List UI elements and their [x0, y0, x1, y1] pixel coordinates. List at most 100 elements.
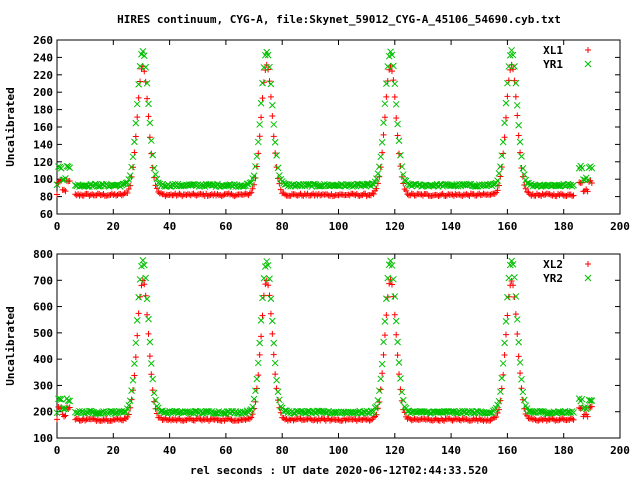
lower-data-point-XL2	[54, 416, 60, 423]
upper-data-point-YR1	[260, 64, 268, 71]
upper-x-tick-label: 180	[554, 220, 574, 233]
lower-data-point-XL2	[145, 330, 152, 337]
upper-data-point-YR1	[274, 164, 282, 172]
upper-data-point-YR1	[373, 175, 380, 183]
lower-data-point-YR2	[273, 376, 280, 384]
lower-data-point-XL2	[135, 310, 142, 317]
lower-data-point-YR2	[395, 359, 403, 366]
lower-data-point-YR2	[53, 409, 61, 417]
upper-data-point-XL1	[543, 190, 550, 197]
upper-x-tick-label: 40	[163, 220, 176, 233]
upper-data-point-YR1	[140, 52, 148, 60]
lower-data-point-YR2	[504, 293, 511, 301]
lower-data-point-XL2	[381, 332, 388, 339]
lower-data-point-YR2	[260, 274, 268, 282]
lower-data-point-YR2	[146, 338, 154, 346]
lower-data-point-YR2	[263, 258, 271, 265]
lower-data-point-YR2	[502, 318, 510, 325]
upper-data-point-XL1	[145, 113, 152, 120]
lower-data-point-YR2	[515, 338, 523, 346]
lower-data-point-YR2	[211, 410, 218, 417]
upper-data-point-YR1	[519, 165, 527, 172]
lower-x-tick-label: 180	[554, 444, 574, 457]
upper-data-point-YR1	[266, 63, 273, 71]
upper-data-point-YR1	[394, 120, 401, 128]
lower-data-point-YR2	[399, 396, 407, 404]
upper-data-points	[53, 46, 596, 200]
lower-data-point-XL2	[259, 312, 266, 319]
lower-data-point-YR2	[140, 261, 148, 269]
upper-data-point-XL1	[89, 191, 96, 198]
upper-data-point-XL1	[584, 188, 591, 195]
lower-data-point-XL2	[514, 330, 521, 337]
lower-data-point-YR2	[270, 339, 278, 347]
lower-data-point-XL2	[146, 353, 153, 360]
lower-data-point-XL2	[262, 281, 269, 288]
upper-axis-ticks: 0 20 40 60 80 100 120 140 160 180 200 60 80 100 120 140…	[33, 34, 630, 233]
lower-data-point-YR2	[132, 339, 140, 347]
upper-x-tick-label: 20	[107, 220, 120, 233]
lower-y-tick-label: 400	[33, 353, 53, 366]
lower-data-point-XL2	[198, 417, 205, 424]
upper-data-point-XL1	[384, 77, 391, 84]
upper-data-point-YR1	[252, 163, 259, 170]
upper-y-axis-label: Uncalibrated	[4, 87, 17, 166]
upper-data-point-XL1	[383, 93, 390, 100]
upper-data-point-YR1	[136, 62, 144, 70]
lower-data-point-YR2	[252, 387, 259, 395]
upper-data-point-YR1	[153, 175, 161, 183]
upper-data-point-YR1	[384, 63, 392, 70]
lower-data-point-XL2	[555, 417, 562, 424]
lower-data-point-XL2	[246, 415, 253, 422]
lower-data-point-YR2	[108, 408, 116, 415]
lower-data-point-YR2	[546, 409, 553, 417]
lower-data-point-YR2	[257, 317, 265, 324]
lower-data-point-YR2	[519, 388, 527, 396]
lower-y-tick-label: 200	[33, 406, 53, 419]
lower-data-point-XL2	[228, 416, 235, 423]
lower-data-point-YR2	[254, 359, 262, 367]
lower-data-point-XL2	[260, 292, 267, 299]
upper-data-point-XL1	[267, 93, 274, 100]
lower-data-point-YR2	[60, 405, 68, 413]
upper-data-point-YR1	[381, 100, 389, 108]
upper-data-point-XL1	[464, 192, 471, 199]
lower-data-point-XL2	[504, 312, 511, 319]
lower-data-point-XL2	[94, 416, 101, 423]
upper-data-point-YR1	[253, 153, 261, 160]
lower-data-point-YR2	[501, 339, 508, 347]
lower-data-point-YR2	[508, 257, 515, 265]
upper-x-tick-label: 140	[441, 220, 461, 233]
lower-data-point-XL2	[134, 332, 141, 339]
lower-data-point-YR2	[392, 317, 400, 325]
lower-data-point-XL2	[415, 417, 422, 424]
upper-panel: Uncalibrated 0 20 40 60 80 100 120 140 160 180 200…	[4, 34, 630, 233]
lower-data-point-YR2	[512, 293, 520, 300]
upper-data-point-XL1	[559, 191, 566, 198]
upper-data-point-XL1	[246, 190, 253, 197]
lower-data-point-XL2	[386, 280, 393, 287]
upper-data-point-XL1	[331, 192, 338, 199]
upper-data-point-YR1	[267, 80, 275, 88]
upper-y-tick-label: 100	[33, 173, 53, 186]
upper-data-point-XL1	[61, 186, 68, 193]
upper-data-point-XL1	[512, 93, 519, 100]
upper-data-point-YR1	[112, 182, 120, 189]
upper-data-point-YR1	[378, 138, 386, 146]
lower-y-tick-label: 100	[33, 432, 53, 445]
lower-legend-marker-XL2	[585, 261, 591, 267]
lower-data-point-XL2	[141, 281, 148, 288]
upper-x-tick-label: 80	[276, 220, 289, 233]
lower-data-point-XL2	[201, 416, 208, 423]
lower-data-point-XL2	[249, 411, 256, 418]
lower-data-point-YR2	[557, 408, 565, 416]
lower-y-tick-label: 600	[33, 301, 53, 314]
lower-x-tick-label: 160	[497, 444, 517, 457]
lower-data-point-XL2	[258, 333, 265, 340]
lower-data-point-XL2	[66, 404, 73, 411]
lower-data-point-YR2	[578, 395, 586, 403]
lower-data-point-XL2	[512, 311, 519, 318]
lower-data-point-XL2	[405, 414, 412, 421]
lower-data-point-YR2	[94, 410, 102, 417]
